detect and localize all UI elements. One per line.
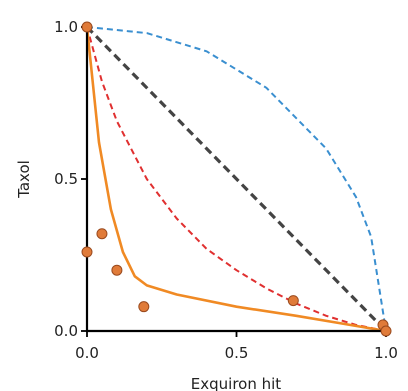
data-point — [287, 295, 299, 307]
data-point — [81, 246, 93, 258]
orange-solid-curve — [85, 26, 387, 333]
x-tick-label: 1.0 — [374, 344, 398, 362]
points-layer — [81, 21, 392, 337]
x-axis-label: Exquiron hit — [191, 375, 282, 391]
y-tick-label: 1.0 — [54, 18, 78, 36]
data-point — [81, 21, 93, 33]
data-point — [138, 301, 150, 313]
y-axis-label: Taxol — [15, 160, 33, 199]
tick-labels: 0.0 0.5 1.0 0.0 0.5 1.0 — [54, 18, 398, 362]
y-tick-label: 0.5 — [54, 170, 78, 188]
x-tick-label: 0.5 — [225, 344, 249, 362]
diagonal-dashed-line — [85, 25, 388, 333]
blue-dashed-curve — [86, 26, 387, 332]
x-tick-label: 0.0 — [75, 344, 99, 362]
red-dashed-curve — [86, 26, 387, 332]
data-point — [380, 325, 392, 337]
data-point — [96, 228, 108, 240]
axes — [81, 25, 389, 337]
y-tick-label: 0.0 — [54, 322, 78, 340]
curves-layer — [85, 25, 388, 333]
data-point — [111, 264, 123, 276]
